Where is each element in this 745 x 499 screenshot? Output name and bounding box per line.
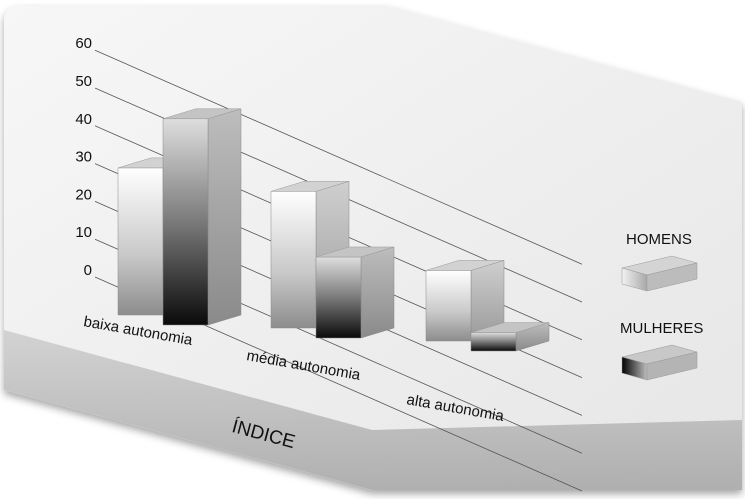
y-tick-label: 20 — [75, 186, 92, 203]
bar-mulheres-1 — [162, 108, 242, 326]
legend-label-homens: HOMENS — [626, 231, 692, 248]
y-tick-label: 0 — [84, 262, 92, 279]
bar-mulheres-3 — [470, 322, 550, 352]
y-axis-ticks: 0 10 20 30 40 50 60 — [75, 35, 92, 279]
bars — [117, 108, 550, 352]
y-tick-label: 30 — [75, 149, 92, 166]
legend-swatch-homens-side — [646, 262, 698, 292]
y-tick-label: 50 — [75, 73, 92, 90]
y-tick-label: 10 — [75, 224, 92, 241]
gridline — [94, 49, 583, 265]
bar-mulheres-2 — [315, 246, 395, 339]
legend: HOMENS MULHERES — [620, 231, 703, 381]
legend-label-mulheres: MULHERES — [620, 320, 703, 337]
legend-swatch-mulheres-side — [646, 351, 698, 381]
chart-floor — [4, 330, 742, 490]
y-tick-label: 60 — [75, 35, 92, 52]
y-tick-label: 40 — [75, 111, 92, 128]
bar-homens-3 — [425, 260, 505, 342]
